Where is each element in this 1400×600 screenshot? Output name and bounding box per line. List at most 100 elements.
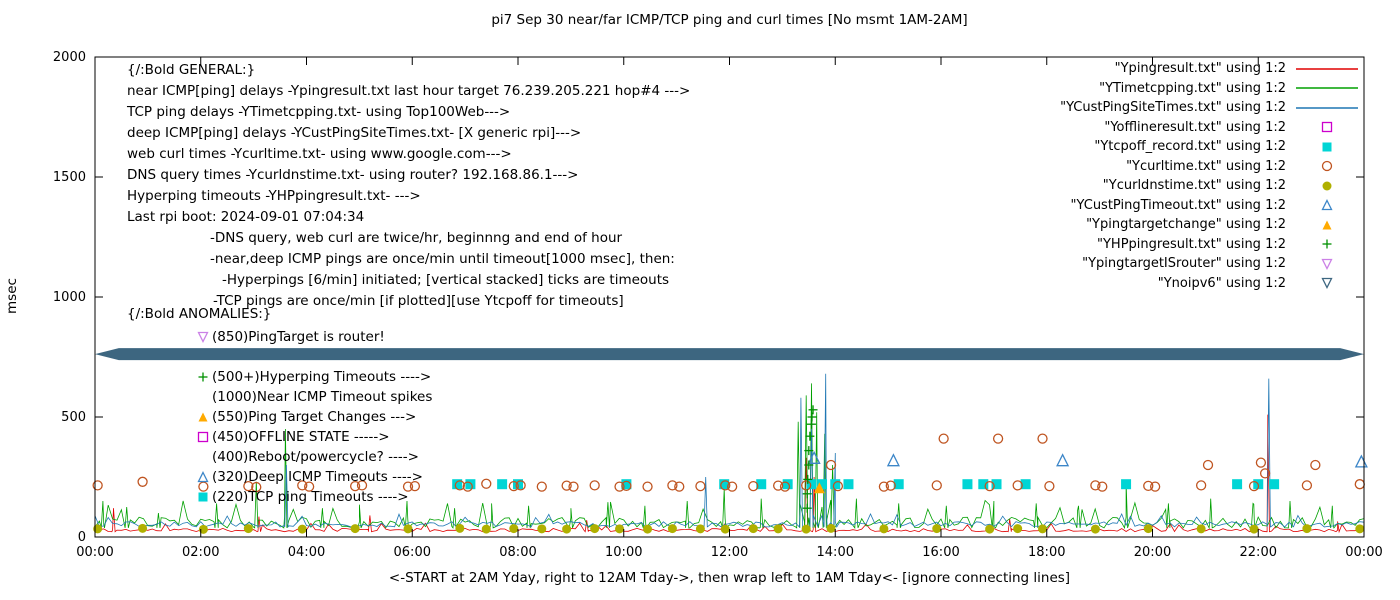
point-Ycurltime.txt xyxy=(1301,480,1313,491)
y-tick-label: 2000 xyxy=(53,50,86,65)
point-Ycurltime.txt xyxy=(614,481,625,492)
point-Ycurldnstime.txt xyxy=(667,524,677,534)
point-Ytcpoff_record.txt xyxy=(1020,479,1031,490)
point-Ycurltime.txt xyxy=(1012,480,1023,491)
point-Ycurldnstime.txt xyxy=(1143,524,1153,534)
point-Ycurldnstime.txt xyxy=(297,524,307,534)
point-Ycurltime.txt xyxy=(667,480,678,491)
point-Ytcpoff_record.txt xyxy=(1269,479,1280,490)
point-Ycurltime.txt xyxy=(1044,480,1055,492)
point-Ycurltime.txt xyxy=(801,480,812,491)
point-Ytcpoff_record.txt xyxy=(817,479,828,490)
point-Ycurltime.txt xyxy=(251,481,262,493)
point-Ytcpoff_record.txt xyxy=(756,479,767,490)
point-Ycurldnstime.txt xyxy=(643,524,653,534)
point-Ytcpoff_record.txt xyxy=(1232,479,1243,490)
point-Ytcpoff_record.txt xyxy=(719,479,730,490)
point-Ycurltime.txt xyxy=(536,481,547,492)
point-Ycurltime.txt xyxy=(402,481,414,492)
point-Ycurltime.txt xyxy=(931,480,942,491)
point-Ycurltime.txt xyxy=(726,481,738,492)
point-Ycurltime.txt xyxy=(772,480,784,491)
point-Ycurltime.txt xyxy=(825,459,837,471)
point-Ycurltime.txt xyxy=(1255,457,1267,468)
point-Ytcpoff_record.txt xyxy=(1121,479,1132,490)
point-Ycurltime.txt xyxy=(515,480,526,491)
point-Ytcpoff_record.txt xyxy=(452,479,463,490)
point-Ycurldnstime.txt xyxy=(1302,524,1312,534)
y-tick-label: 1000 xyxy=(53,290,86,305)
point-Ytcpoff_record.txt xyxy=(893,479,904,490)
point-Ycurldnstime.txt xyxy=(509,524,519,534)
point-Ycurltime.txt xyxy=(984,480,995,492)
point-Ycurltime.txt xyxy=(832,480,844,492)
point-Ycurltime.txt xyxy=(878,481,890,492)
point-Ycurldnstime.txt xyxy=(481,524,491,534)
point-Ycurldnstime.txt xyxy=(455,523,465,533)
x-tick-label: 06:00 xyxy=(394,545,431,560)
point-Ytcpoff_record.txt xyxy=(782,479,793,490)
point-Ycurltime.txt xyxy=(349,480,361,492)
point-Ycurldnstime.txt xyxy=(590,524,600,534)
x-tick-label: 22:00 xyxy=(1240,545,1277,560)
point-Ycurldnstime.txt xyxy=(1038,524,1048,534)
x-tick-label: 04:00 xyxy=(288,545,325,560)
point-Ycurltime.txt xyxy=(720,480,731,491)
point-Ycurltime.txt xyxy=(1259,468,1271,479)
point-Ycurltime.txt xyxy=(1202,459,1214,471)
point-Ycurldnstime.txt xyxy=(1013,524,1023,534)
point-Ycurldnstime.txt xyxy=(403,524,413,534)
point-Ycurltime.txt xyxy=(1149,481,1161,492)
point-Ycurldnstime.txt xyxy=(93,524,103,534)
point-Ycurldnstime.txt xyxy=(695,524,705,534)
point-Ycurltime.txt xyxy=(137,476,148,487)
point-Ycurltime.txt xyxy=(297,480,308,491)
x-tick-label: 18:00 xyxy=(1028,545,1065,560)
point-Ycurltime.txt xyxy=(748,480,759,492)
point-Ycurldnstime.txt xyxy=(615,524,625,534)
point-Ycurldnstime.txt xyxy=(720,524,730,534)
point-Ycurldnstime.txt xyxy=(138,523,148,533)
series-line-YCustPingSiteTimes.txt xyxy=(94,373,1365,529)
series-line-YTimetcpping.txt xyxy=(94,383,1365,530)
x-tick-label: 00:00 xyxy=(1345,545,1382,560)
point-Ytcpoff_record.txt xyxy=(465,479,476,490)
point-Ycurldnstime.txt xyxy=(879,524,889,534)
point-Ycurltime.txt xyxy=(1090,480,1101,491)
point-Ycurltime.txt xyxy=(695,480,706,492)
point-Ycurltime.txt xyxy=(779,481,791,492)
point-Ycurltime.txt xyxy=(938,433,949,444)
point-Ycurldnstime.txt xyxy=(198,524,208,534)
point-Ycurltime.txt xyxy=(508,480,519,492)
y-tick-label: 500 xyxy=(61,410,86,425)
x-tick-label: 14:00 xyxy=(817,545,854,560)
point-Ycurltime.txt xyxy=(1195,480,1207,491)
point-Ycurltime.txt xyxy=(462,481,473,492)
point-Ycurldnstime.txt xyxy=(562,524,572,534)
point-YCustPingTimeout.txt xyxy=(807,450,821,464)
point-Ycurltime.txt xyxy=(303,481,315,492)
x-tick-label: 10:00 xyxy=(605,545,642,560)
point-Ycurltime.txt xyxy=(674,481,685,492)
point-Ycurltime.txt xyxy=(589,480,600,491)
point-Ycurltime.txt xyxy=(642,481,653,492)
point-Ycurltime.txt xyxy=(992,433,1004,444)
point-Ycurltime.txt xyxy=(356,480,368,491)
point-Ycurldnstime.txt xyxy=(826,523,836,533)
x-tick-label: 08:00 xyxy=(499,545,536,560)
point-Ycurldnstime.txt xyxy=(1355,524,1365,534)
y-tick-label: 1500 xyxy=(53,170,86,185)
point-YCustPingTimeout.txt xyxy=(886,453,900,467)
x-tick-label: 16:00 xyxy=(922,545,959,560)
point-Ycurldnstime.txt xyxy=(1249,524,1259,534)
point-Ytcpoff_record.txt xyxy=(497,479,508,490)
point-Ycurltime.txt xyxy=(885,480,896,491)
point-Ycurldnstime.txt xyxy=(801,524,811,534)
y-tick-label: 0 xyxy=(78,530,86,545)
point-Ypingtargetchange xyxy=(813,482,825,494)
point-Ycurldnstime.txt xyxy=(1196,524,1206,534)
point-Ycurltime.txt xyxy=(1354,479,1365,490)
point-Ycurldnstime.txt xyxy=(985,524,995,534)
point-Ycurltime.txt xyxy=(1143,480,1154,492)
point-Ycurldnstime.txt xyxy=(773,524,783,534)
